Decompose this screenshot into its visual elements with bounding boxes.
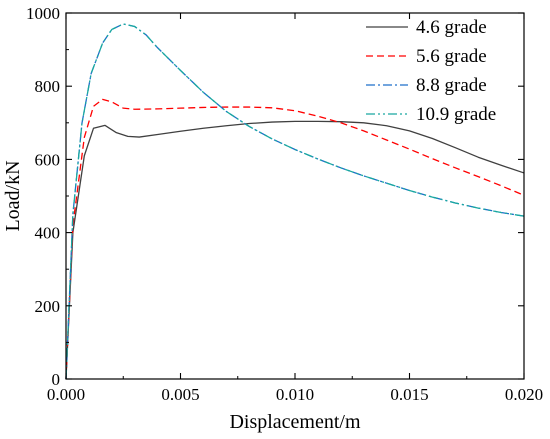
legend-label-3: 8.8 grade xyxy=(416,75,487,96)
y-tick-label: 600 xyxy=(35,150,61,169)
series-line-1 xyxy=(65,120,525,380)
y-tick-label: 200 xyxy=(35,297,61,316)
legend-label-4: 10.9 grade xyxy=(416,104,496,125)
y-tick-label: 0 xyxy=(52,370,61,389)
plot-frame xyxy=(65,12,525,380)
ticks-layer: 0.000 0.005 0.010 0.015 0.020 0 200 400 600 800 10… xyxy=(26,4,543,404)
x-tick-label: 0.015 xyxy=(390,385,428,404)
x-tick-label: 0.000 xyxy=(47,385,85,404)
y-tick-label: 800 xyxy=(35,77,61,96)
y-tick-label: 1000 xyxy=(26,4,60,23)
legend: 4.6 grade 5.6 grade 8.8 grade 10.9 grade xyxy=(366,17,496,125)
x-tick-label: 0.020 xyxy=(505,385,543,404)
x-tick-label: 0.005 xyxy=(161,385,199,404)
legend-label-1: 4.6 grade xyxy=(416,17,487,38)
y-tick-label: 400 xyxy=(35,224,61,243)
series-line-4 xyxy=(65,23,525,380)
y-axis-title: Load/kN xyxy=(2,160,24,231)
series-layer xyxy=(65,23,525,380)
legend-label-2: 5.6 grade xyxy=(416,46,487,67)
x-tick-label: 0.010 xyxy=(276,385,314,404)
x-axis-title: Displacement/m xyxy=(229,411,361,433)
series-line-2 xyxy=(65,98,525,380)
